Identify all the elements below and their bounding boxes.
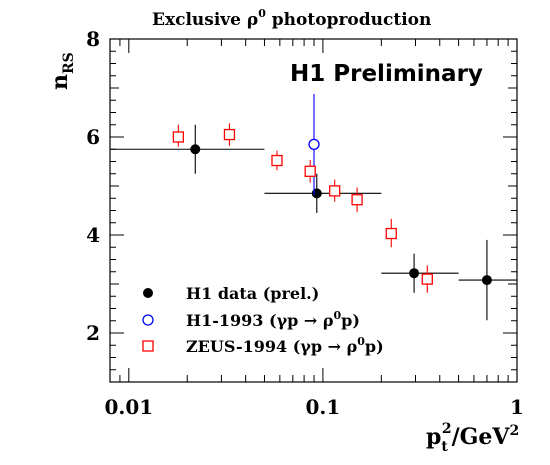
- x-axis-tick-labels: 0.01 0.1 1: [104, 395, 524, 419]
- legend-marker-zeus-1994: [142, 340, 154, 352]
- chart-legend: H1 data (prel.) H1-1993 (γp → ρ0p) ZEUS-…: [142, 284, 384, 356]
- series-2: [172, 123, 433, 293]
- data-point: [329, 185, 341, 197]
- x-tick-label: 1: [510, 395, 524, 419]
- plot-frame: [109, 38, 518, 383]
- y-tick-label: 4: [86, 223, 100, 247]
- x-axis-label: pt2/GeV2: [426, 421, 519, 455]
- svg-text:pt2/GeV2: pt2/GeV2: [426, 421, 519, 455]
- y-axis-ticks: [110, 38, 517, 383]
- series-0: [110, 124, 517, 321]
- y-axis-tick-labels: 2 4 6 8: [86, 27, 100, 345]
- data-point: [311, 188, 322, 199]
- data-point: [409, 268, 420, 279]
- series-1: [308, 93, 320, 195]
- data-point: [351, 194, 363, 206]
- legend-entry-h1-1993: H1-1993 (γp → ρ0p): [142, 309, 360, 330]
- plot-area: [110, 93, 517, 321]
- data-point: [271, 154, 283, 167]
- legend-label-h1: H1 data (prel.): [186, 284, 319, 303]
- data-point: [308, 138, 320, 151]
- x-tick-label: 0.1: [306, 395, 341, 419]
- data-point: [172, 131, 185, 143]
- legend-entry-h1: H1 data (prel.): [143, 284, 319, 303]
- data-point: [385, 227, 397, 240]
- y-tick-label: 6: [86, 125, 100, 149]
- data-point: [481, 275, 492, 286]
- x-axis-ticks: [109, 39, 518, 382]
- svg-text:Exclusive ρ0 photoproduction: Exclusive ρ0 photoproduction: [152, 7, 431, 30]
- legend-marker-h1: [143, 288, 153, 298]
- chart-title: Exclusive ρ0 photoproduction: [152, 7, 431, 30]
- y-tick-label: 2: [86, 321, 100, 345]
- legend-marker-h1-1993: [142, 314, 154, 326]
- y-tick-label: 8: [86, 27, 100, 51]
- data-point: [304, 165, 316, 177]
- data-point: [190, 144, 201, 155]
- chart-annotation: H1 Preliminary: [290, 61, 483, 87]
- y-axis-label: nRS: [47, 52, 77, 90]
- legend-label-zeus-1994: ZEUS-1994 (γp → ρ0p): [186, 335, 384, 356]
- legend-label-h1-1993: H1-1993 (γp → ρ0p): [186, 309, 360, 330]
- x-tick-label: 0.01: [104, 395, 153, 419]
- legend-entry-zeus-1994: ZEUS-1994 (γp → ρ0p): [142, 335, 384, 356]
- svg-text:nRS: nRS: [47, 52, 77, 90]
- data-point: [223, 128, 236, 141]
- data-point: [421, 273, 433, 285]
